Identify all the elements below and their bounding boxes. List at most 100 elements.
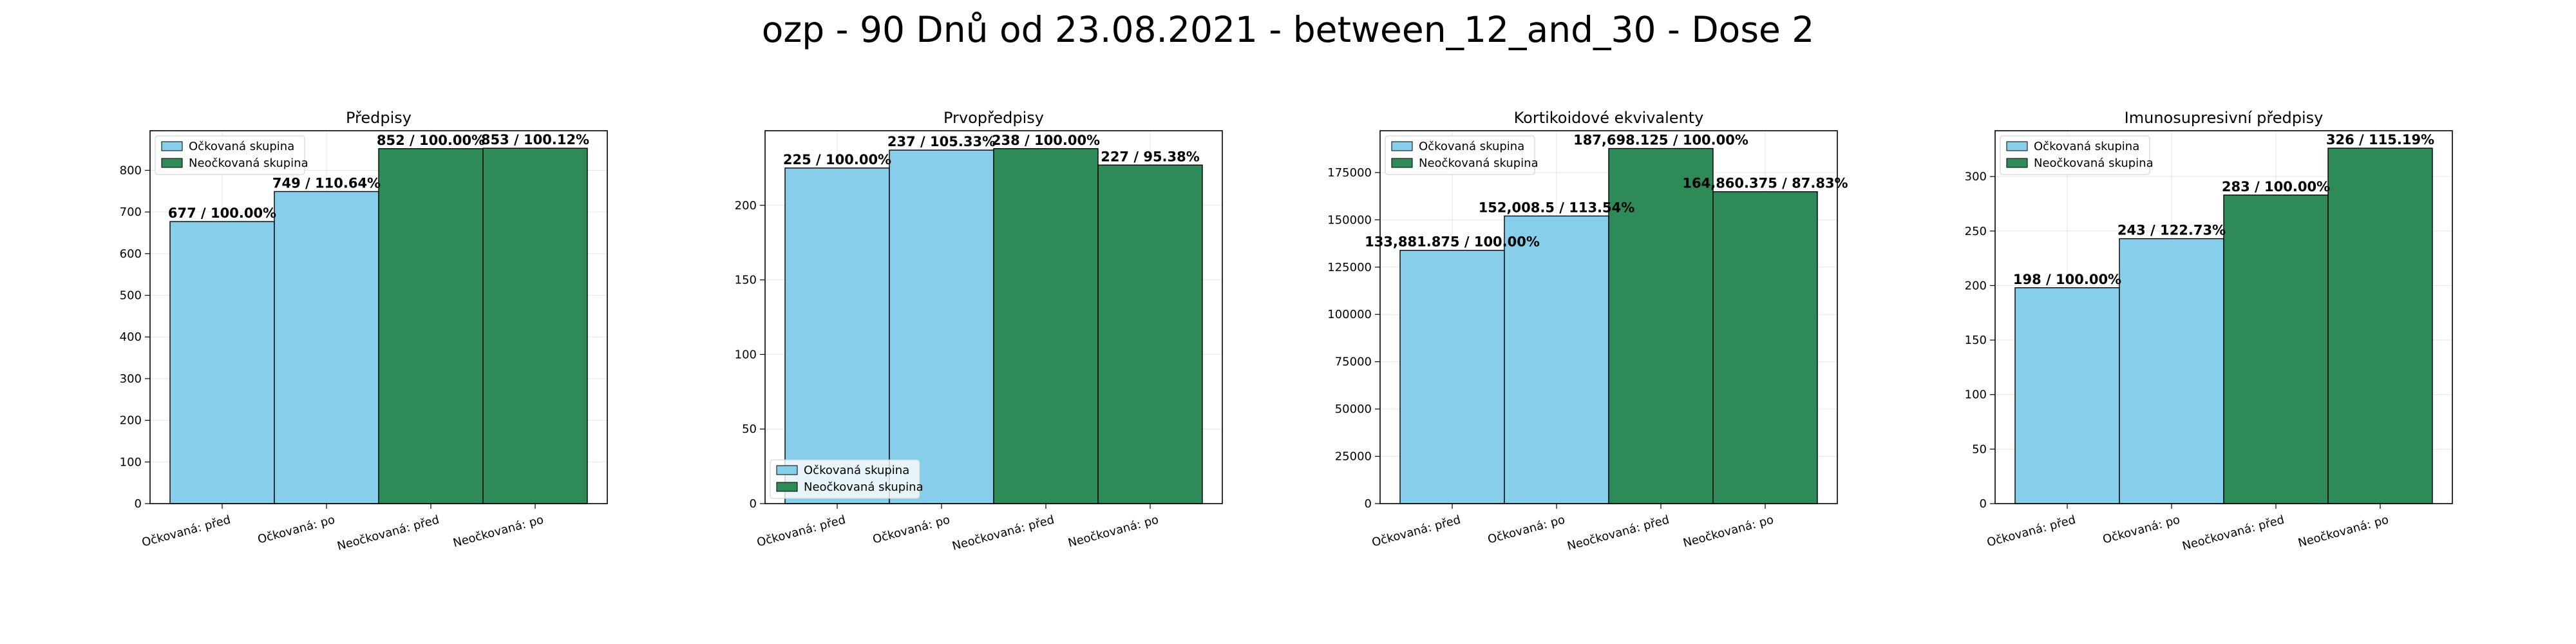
y-tick-label: 0 bbox=[1365, 497, 1372, 511]
bar-value-label: 227 / 95.38% bbox=[1101, 149, 1200, 164]
legend-swatch-unvaccinated bbox=[1391, 158, 1413, 168]
bar-value-label: 225 / 100.00% bbox=[783, 152, 891, 167]
x-tick-label: Neočkovaná: před bbox=[951, 513, 1056, 553]
legend-swatch-vaccinated bbox=[776, 465, 798, 475]
legend: Očkovaná skupina Neočkovaná skupina bbox=[155, 135, 308, 175]
y-tick-label: 0 bbox=[1980, 497, 1987, 511]
bar-value-label: 283 / 100.00% bbox=[2222, 179, 2330, 194]
x-tick-label: Očkovaná: po bbox=[2101, 513, 2181, 547]
chart-panel: Imunosupresivní předpisy 198 / 100.00% 243… bbox=[1965, 109, 2453, 553]
y-tick-label: 100 bbox=[120, 455, 142, 469]
legend: Očkovaná skupina Neočkovaná skupina bbox=[1385, 135, 1539, 175]
chart-title: Prvopředpisy bbox=[943, 109, 1044, 127]
figure-title: ozp - 90 Dnů od 23.08.2021 - between_12_… bbox=[761, 9, 1815, 50]
x-tick-label: Neočkovaná: před bbox=[1566, 513, 1671, 553]
bar-value-label: 853 / 100.12% bbox=[481, 132, 589, 147]
bar-value-label: 238 / 100.00% bbox=[992, 133, 1100, 148]
bar-value-label: 152,008.5 / 113.54% bbox=[1479, 200, 1635, 215]
bar bbox=[1608, 147, 1714, 504]
bar bbox=[482, 147, 588, 504]
y-tick-label: 0 bbox=[135, 497, 142, 511]
legend-box bbox=[1385, 135, 1535, 175]
x-tick-label: Neočkovaná: po bbox=[1681, 513, 1775, 551]
bar-value-label: 237 / 105.33% bbox=[887, 134, 996, 149]
bar bbox=[1097, 164, 1203, 504]
x-tick-label: Očkovaná: před bbox=[1370, 513, 1462, 550]
y-tick-label: 400 bbox=[120, 330, 142, 344]
y-tick-label: 50 bbox=[1972, 442, 1987, 456]
x-tick-label: Neočkovaná: před bbox=[2181, 513, 2286, 553]
legend-label: Očkovaná skupina bbox=[189, 140, 294, 153]
bar bbox=[993, 148, 1099, 504]
bar-value-label: 133,881.875 / 100.00% bbox=[1365, 234, 1540, 250]
bar-value-label: 187,698.125 / 100.00% bbox=[1573, 133, 1748, 148]
bar bbox=[1504, 215, 1609, 504]
y-tick-label: 0 bbox=[750, 497, 757, 511]
plot-frame bbox=[1994, 130, 2453, 504]
legend-swatch-vaccinated bbox=[161, 141, 183, 151]
bar-value-label: 852 / 100.00% bbox=[377, 133, 485, 148]
y-tick-label: 600 bbox=[120, 247, 142, 261]
x-tick-label: Očkovaná: po bbox=[1486, 513, 1566, 547]
bar bbox=[1712, 191, 1818, 504]
y-tick-label: 125000 bbox=[1327, 261, 1372, 274]
bar-value-label: 749 / 110.64% bbox=[272, 175, 381, 191]
bar bbox=[889, 149, 994, 504]
legend-label: Neočkovaná skupina bbox=[189, 156, 308, 170]
y-tick-label: 300 bbox=[120, 372, 142, 386]
x-tick-label: Neočkovaná: po bbox=[451, 513, 545, 551]
bar bbox=[2327, 147, 2433, 504]
y-tick-label: 75000 bbox=[1335, 355, 1372, 369]
legend-box bbox=[770, 459, 920, 499]
y-tick-label: 50000 bbox=[1335, 402, 1372, 416]
legend-label: Neočkovaná skupina bbox=[2034, 156, 2154, 170]
chart-title: Imunosupresivní předpisy bbox=[2125, 109, 2324, 127]
chart-title: Kortikoidové ekvivalenty bbox=[1514, 109, 1704, 127]
legend-box bbox=[2000, 135, 2150, 175]
x-tick-label: Očkovaná: před bbox=[1985, 513, 2077, 550]
y-tick-label: 500 bbox=[120, 289, 142, 303]
y-tick-label: 100 bbox=[1965, 388, 1987, 402]
plot-frame bbox=[149, 130, 608, 504]
y-tick-label: 700 bbox=[120, 205, 142, 219]
chart-panel: Kortikoidové ekvivalenty 133,881.875 / 10… bbox=[1327, 109, 1848, 553]
chart-panel: Předpisy 677 / 100.00% 749 / 110.64% 852 / … bbox=[120, 109, 608, 553]
bar bbox=[2223, 194, 2329, 504]
x-tick-label: Očkovaná: před bbox=[755, 513, 847, 550]
bar-value-label: 198 / 100.00% bbox=[2013, 272, 2121, 287]
legend-swatch-unvaccinated bbox=[776, 482, 798, 492]
x-tick-label: Očkovaná: po bbox=[871, 513, 951, 547]
plot-frame bbox=[764, 130, 1223, 504]
y-tick-label: 150 bbox=[1965, 334, 1987, 347]
legend-box bbox=[155, 135, 305, 175]
chart-panel: Prvopředpisy 225 / 100.00% 237 / 105.33%23… bbox=[735, 109, 1223, 553]
bar bbox=[2119, 238, 2224, 504]
x-tick-label: Očkovaná: před bbox=[140, 513, 232, 550]
y-tick-label: 200 bbox=[120, 414, 142, 428]
bar bbox=[169, 221, 275, 504]
bar-value-label: 164,860.375 / 87.83% bbox=[1682, 176, 1848, 191]
y-tick-label: 250 bbox=[1965, 225, 1987, 238]
bar-value-label: 243 / 122.73% bbox=[2117, 223, 2226, 238]
y-tick-label: 150 bbox=[735, 274, 757, 287]
y-tick-label: 50 bbox=[742, 422, 757, 436]
chart-title: Předpisy bbox=[346, 109, 412, 127]
y-tick-label: 300 bbox=[1965, 170, 1987, 184]
bar bbox=[378, 148, 484, 504]
bar bbox=[784, 167, 890, 504]
bar-value-label: 677 / 100.00% bbox=[168, 205, 276, 221]
legend-label: Neočkovaná skupina bbox=[804, 480, 923, 494]
y-tick-label: 100000 bbox=[1327, 308, 1372, 321]
y-tick-label: 25000 bbox=[1335, 450, 1372, 464]
y-tick-label: 200 bbox=[1965, 279, 1987, 292]
legend: Očkovaná skupina Neočkovaná skupina bbox=[770, 459, 923, 499]
legend-swatch-vaccinated bbox=[1391, 141, 1413, 151]
y-tick-label: 175000 bbox=[1327, 166, 1372, 180]
legend-label: Očkovaná skupina bbox=[804, 464, 909, 477]
bar bbox=[2014, 287, 2120, 504]
legend-label: Očkovaná skupina bbox=[1419, 140, 1524, 153]
legend-label: Očkovaná skupina bbox=[2034, 140, 2139, 153]
legend-swatch-unvaccinated bbox=[161, 158, 183, 168]
